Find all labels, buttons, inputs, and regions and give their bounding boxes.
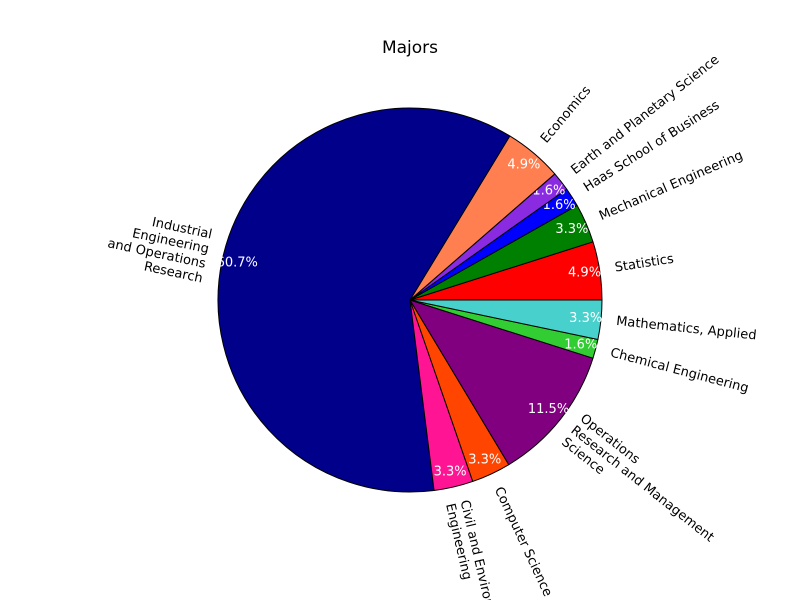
percent-label: 3.3%	[434, 465, 467, 480]
pie-slice	[409, 299, 603, 341]
percent-label: 11.5%	[528, 402, 569, 417]
percent-label: 1.6%	[532, 183, 565, 198]
pie-slice	[409, 299, 594, 466]
percent-label: 60.7%	[217, 256, 258, 271]
percent-label: 3.3%	[468, 453, 501, 468]
percent-label: 3.3%	[569, 311, 602, 326]
pie-slice	[217, 107, 511, 493]
percent-label: 3.3%	[555, 222, 588, 237]
percent-label: 1.6%	[564, 338, 597, 353]
percent-label: 4.9%	[507, 157, 540, 172]
chart-title: Majors	[382, 38, 438, 58]
percent-label: 4.9%	[568, 265, 601, 280]
percent-label: 1.6%	[543, 198, 576, 213]
